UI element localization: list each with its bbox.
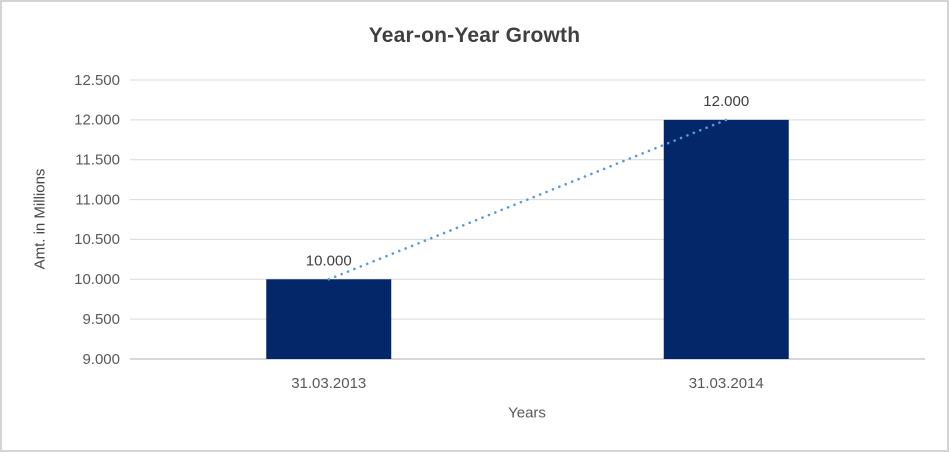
bar-data-label: 12.000 [703,93,749,110]
y-tick-label: 12.000 [74,112,120,129]
chart-title: Year-on-Year Growth [368,24,581,47]
y-tick-label: 11.000 [75,191,120,208]
y-tick-label: 12.500 [74,72,120,89]
y-tick-label: 9.000 [82,351,120,368]
x-category-label: 31.03.2014 [689,375,764,392]
y-tick-label: 10.000 [74,271,120,288]
y-tick-label: 9.500 [82,311,120,328]
bar [266,279,392,359]
x-category-label: 31.03.2013 [291,375,366,392]
y-tick-label: 10.500 [74,231,120,248]
trendline [327,118,728,281]
bar [663,119,789,359]
x-axis-title: Years [508,404,546,422]
bar-data-label: 10.000 [306,252,352,269]
y-tick-label: 11.500 [75,152,120,169]
